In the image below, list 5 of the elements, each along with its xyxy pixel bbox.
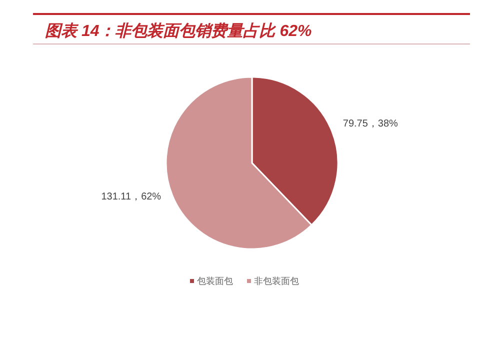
- data-label: 79.75，38%: [342, 118, 398, 130]
- chart-title: 图表 14：非包装面包销费量占比 62%: [45, 22, 312, 40]
- legend-label: 包装面包: [197, 276, 233, 286]
- legend-label: 非包装面包: [254, 276, 299, 286]
- data-label: 131.11，62%: [101, 192, 162, 203]
